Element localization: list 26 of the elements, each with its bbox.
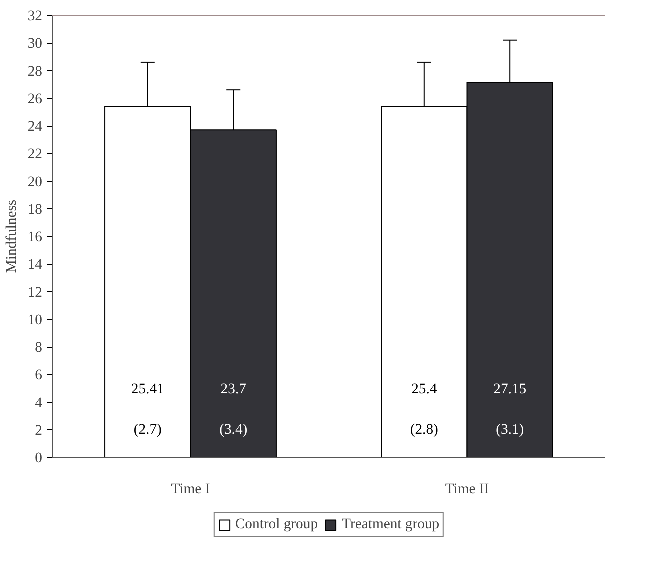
y-tick-label: 8 xyxy=(35,340,42,356)
x-tick-label: Time I xyxy=(171,482,210,498)
y-tick-label: 16 xyxy=(28,230,42,246)
y-tick-label: 14 xyxy=(28,257,44,274)
y-tick-label: 2 xyxy=(35,422,42,439)
y-tick-label: 24 xyxy=(28,119,44,135)
y-tick-label: 12 xyxy=(28,284,42,301)
y-tick-label: 32 xyxy=(28,8,42,24)
y-axis-title: Mindfulness xyxy=(4,200,20,274)
y-tick-label: 30 xyxy=(28,36,42,52)
y-tick-label: 10 xyxy=(28,312,42,328)
y-tick-label: 22 xyxy=(28,146,42,163)
y-tick-label: 4 xyxy=(35,395,44,412)
legend-label: Treatment group xyxy=(342,516,440,534)
text: 25.41 (2.7) xyxy=(131,381,164,438)
y-tick-label: 6 xyxy=(35,368,42,384)
legend-label: Control group xyxy=(235,516,318,534)
y-tick-label: 18 xyxy=(28,202,42,218)
text: 23.7 (3.4) xyxy=(220,381,248,438)
y-tick-label: 0 xyxy=(35,450,42,466)
y-tick-label: 26 xyxy=(28,91,42,108)
text: 25.4 (2.8) xyxy=(410,381,438,438)
y-tick-label: 20 xyxy=(28,174,42,190)
text: 27.15 (3.1) xyxy=(494,381,527,438)
y-tick-label: 28 xyxy=(28,64,42,80)
x-tick-label: Time II xyxy=(445,482,490,498)
